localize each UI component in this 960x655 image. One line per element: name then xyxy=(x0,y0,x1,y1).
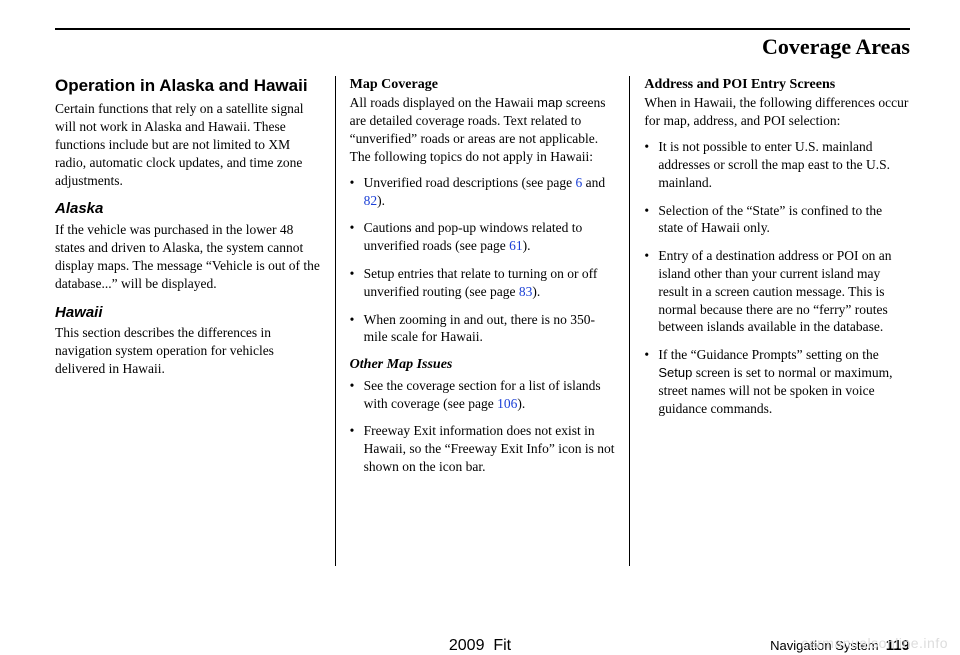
text: See the coverage section for a list of i… xyxy=(364,378,601,411)
columns: Operation in Alaska and Hawaii Certain f… xyxy=(55,76,910,566)
text: ). xyxy=(523,238,531,253)
text: ). xyxy=(517,396,525,411)
page-link[interactable]: 83 xyxy=(519,284,533,299)
heading-map-coverage: Map Coverage xyxy=(350,76,616,94)
text: If the “Guidance Prompts” setting on the xyxy=(658,347,878,362)
list-item: See the coverage section for a list of i… xyxy=(350,377,616,413)
page-title: Coverage Areas xyxy=(55,34,910,60)
list-item: Setup entries that relate to turning on … xyxy=(350,265,616,301)
alaska-paragraph: If the vehicle was purchased in the lowe… xyxy=(55,221,321,292)
footer-model-year: 2009 Fit xyxy=(449,637,511,655)
text: and xyxy=(582,175,605,190)
address-poi-list: It is not possible to enter U.S. mainlan… xyxy=(644,138,910,417)
address-poi-paragraph: When in Hawaii, the following difference… xyxy=(644,94,910,130)
heading-hawaii: Hawaii xyxy=(55,303,321,323)
map-coverage-list: Unverified road descriptions (see page 6… xyxy=(350,174,616,347)
list-item: If the “Guidance Prompts” setting on the… xyxy=(644,346,910,417)
page-link[interactable]: 106 xyxy=(497,396,517,411)
top-rule xyxy=(55,28,910,30)
watermark: carmanualsonline.info xyxy=(801,635,948,651)
column-2: Map Coverage All roads displayed on the … xyxy=(336,76,630,566)
heading-alaska: Alaska xyxy=(55,199,321,219)
heading-other-map-issues: Other Map Issues xyxy=(350,356,616,374)
list-item: It is not possible to enter U.S. mainlan… xyxy=(644,138,910,191)
text: Cautions and pop-up windows related to u… xyxy=(364,220,583,253)
map-label: map xyxy=(537,95,562,110)
setup-label: Setup xyxy=(658,365,692,380)
column-1: Operation in Alaska and Hawaii Certain f… xyxy=(55,76,335,566)
text: ). xyxy=(377,193,385,208)
text: Setup entries that relate to turning on … xyxy=(364,266,598,299)
column-3: Address and POI Entry Screens When in Ha… xyxy=(630,76,910,566)
hawaii-paragraph: This section describes the differences i… xyxy=(55,324,321,377)
text: ). xyxy=(532,284,540,299)
list-item: Selection of the “State” is confined to … xyxy=(644,202,910,238)
text: All roads displayed on the Hawaii xyxy=(350,95,537,110)
intro-paragraph: Certain functions that rely on a satelli… xyxy=(55,100,321,189)
text: screen is set to normal or maximum, stre… xyxy=(658,365,892,416)
page-link[interactable]: 82 xyxy=(364,193,378,208)
page: Coverage Areas Operation in Alaska and H… xyxy=(0,0,960,566)
page-link[interactable]: 61 xyxy=(509,238,523,253)
list-item: Entry of a destination address or POI on… xyxy=(644,247,910,336)
list-item: Freeway Exit information does not exist … xyxy=(350,422,616,475)
list-item: Cautions and pop-up windows related to u… xyxy=(350,219,616,255)
other-issues-list: See the coverage section for a list of i… xyxy=(350,377,616,476)
heading-operation: Operation in Alaska and Hawaii xyxy=(55,76,321,96)
list-item: Unverified road descriptions (see page 6… xyxy=(350,174,616,210)
heading-address-poi: Address and POI Entry Screens xyxy=(644,76,910,94)
text: Unverified road descriptions (see page xyxy=(364,175,576,190)
map-coverage-paragraph: All roads displayed on the Hawaii map sc… xyxy=(350,94,616,165)
list-item: When zooming in and out, there is no 350… xyxy=(350,311,616,347)
